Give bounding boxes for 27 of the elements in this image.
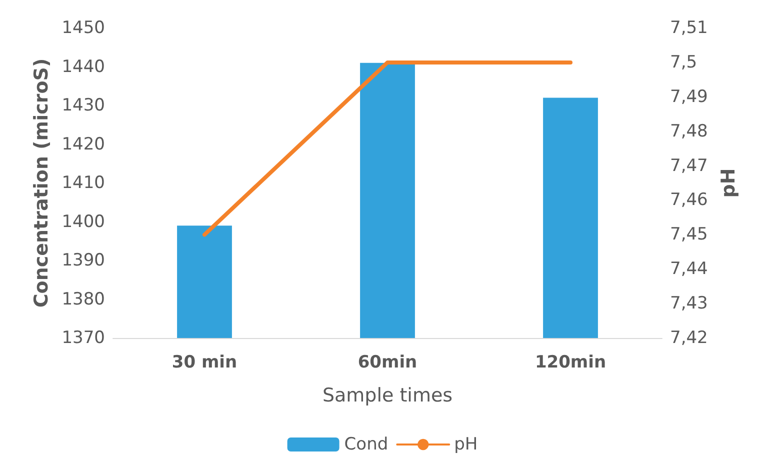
x-tick-label: 120min [534,352,606,372]
y-axis-title: Concentration (microS) [30,58,52,308]
x-tick-label: 30 min [172,352,238,372]
y2-tick-label: 7,44 [670,259,708,280]
y2-tick-label: 7,48 [670,121,708,142]
y-tick-label: 1390 [62,250,105,270]
legend-label: pH [454,434,478,454]
y2-tick-label: 7,46 [670,190,708,210]
y-tick-label: 1410 [62,173,105,193]
y-tick-label: 1370 [62,328,105,348]
legend-label: Cond [344,434,388,454]
y-tick-label: 1430 [62,96,105,116]
y2-tick-label: 7,5 [670,52,698,72]
y2-tick-label: 7,43 [670,294,708,314]
x-axis-title: Sample times [322,384,453,406]
y-tick-label: 1440 [62,56,105,77]
y-tick-label: 1450 [62,18,105,38]
y2-axis-title: pH [717,168,740,198]
y2-tick-label: 7,45 [670,224,708,245]
y-tick-label: 1380 [62,289,105,310]
y2-tick-label: 7,49 [670,86,708,107]
y-tick-label: 1400 [62,212,105,232]
y2-tick-label: 7,42 [670,328,708,348]
x-tick-label: 60min [358,352,418,372]
y-tick-label: 1420 [62,134,105,154]
y2-tick-label: 7,47 [670,156,708,176]
y2-tick-label: 7,51 [670,18,708,38]
